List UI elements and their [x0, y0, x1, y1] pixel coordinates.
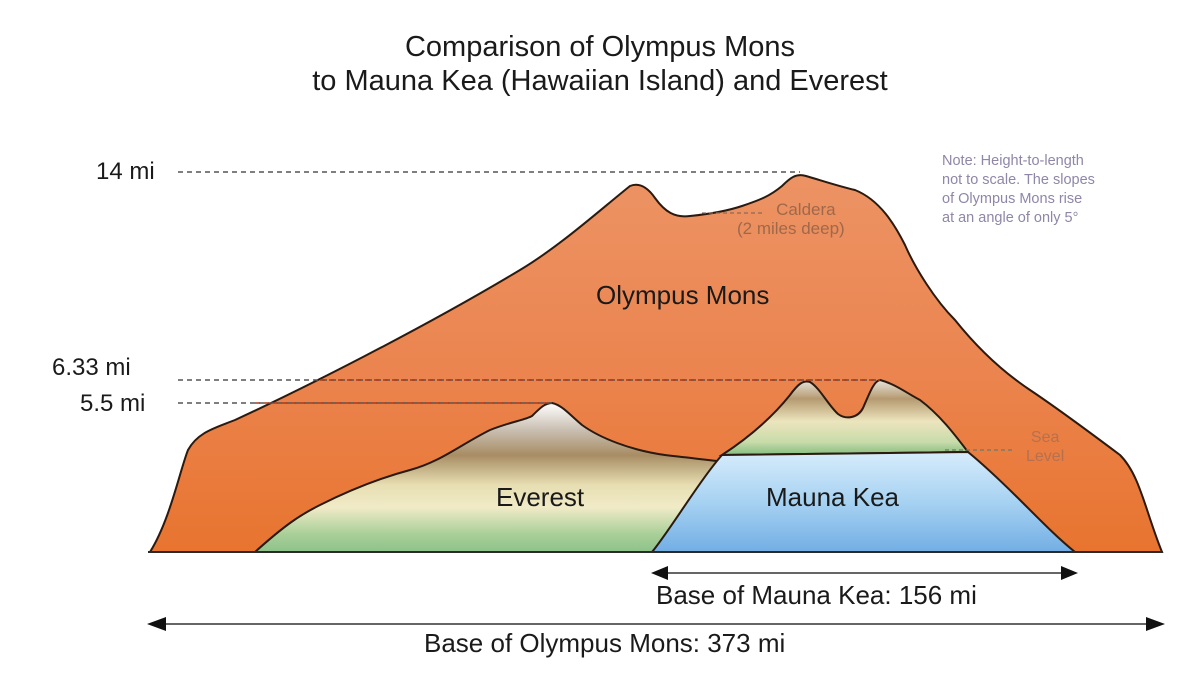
mauna-kea-base-arrow: [651, 566, 1078, 580]
title-line-1: Comparison of Olympus Mons: [404, 31, 796, 63]
everest-label: Everest: [496, 482, 585, 512]
scale-note: Note: Height-to-length not to scale. The…: [942, 152, 1160, 228]
note-line-4: at an angle of only 5°: [942, 210, 1079, 226]
caldera-label-line-1: Caldera: [776, 200, 836, 219]
title-line-2: to Mauna Kea (Hawaiian Island) and Evere…: [312, 65, 888, 97]
sea-label-line-2: Level: [1026, 448, 1065, 465]
mauna-kea-label: Mauna Kea: [766, 482, 899, 512]
note-line-3: of Olympus Mons rise: [942, 191, 1083, 207]
note-line-2: not to scale. The slopes: [942, 172, 1095, 188]
height-label-5-5: 5.5 mi: [80, 390, 146, 417]
sea-level-label: Sea Level: [1026, 428, 1064, 466]
mauna-kea-underwater-shape: [649, 450, 1078, 553]
everest-shape: [252, 401, 727, 553]
mauna-kea-base-label: Base of Mauna Kea: 156 mi: [656, 580, 977, 610]
olympus-mons-label: Olympus Mons: [596, 280, 770, 310]
note-line-1: Note: Height-to-length: [942, 153, 1084, 169]
sea-label-line-1: Sea: [1030, 429, 1060, 446]
caldera-label: Caldera (2 miles deep): [737, 200, 845, 238]
diagram-title: Comparison of Olympus Mons to Mauna Kea …: [0, 30, 1200, 98]
height-label-14: 14 mi: [96, 158, 155, 185]
height-label-6-33: 6.33 mi: [52, 354, 131, 381]
olympus-base-label: Base of Olympus Mons: 373 mi: [424, 628, 786, 658]
mauna-kea-land-shape: [718, 378, 971, 457]
olympus-base-arrow: [147, 617, 1165, 631]
caldera-label-line-2: (2 miles deep): [737, 219, 845, 238]
